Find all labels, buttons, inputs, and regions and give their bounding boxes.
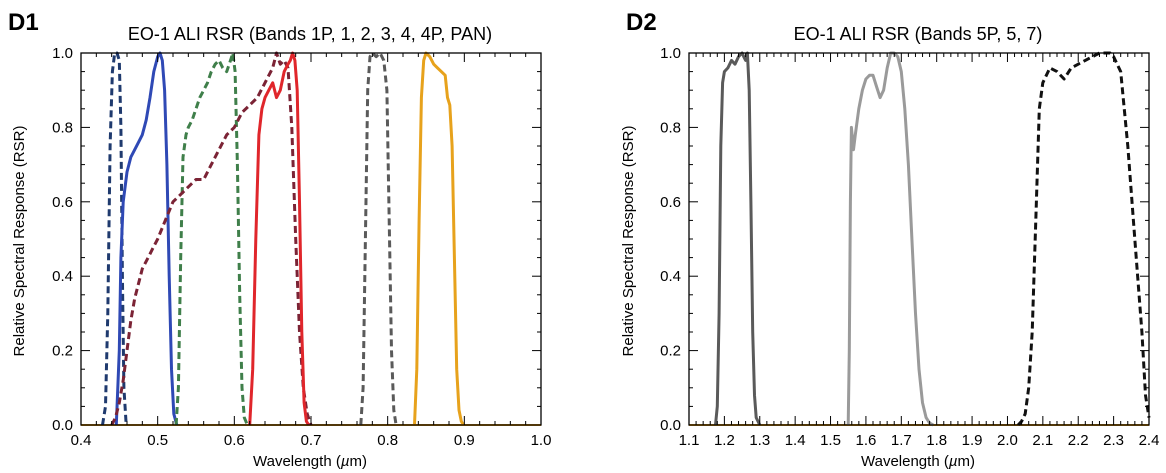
series-line-4 (110, 51, 313, 426)
x-tick-label: 1.1 (679, 432, 700, 449)
y-axis-title-d1: Relative Spectral Response (RSR) (11, 126, 28, 357)
y-tick-label: 0.6 (660, 194, 681, 211)
x-tick-label: 2.3 (1103, 432, 1124, 449)
x-tick-label: 2.1 (1032, 432, 1053, 449)
mu-symbol: µ (341, 453, 350, 470)
plot-area-d2: 1.1 1.2 1.3 1.4 1.5 1.6 1.7 1.8 1.9 2.0 2.1 2.2 2.3 2… (660, 45, 1159, 449)
y-tick-label: 0.4 (660, 268, 681, 285)
y-tick-label: 1.0 (52, 45, 73, 62)
series-line-3 (1017, 51, 1151, 427)
series-line-1 (714, 51, 762, 426)
series-line-5 (248, 51, 310, 426)
y-tick-label: 0.2 (660, 343, 681, 360)
panel-label-d2: D2 (626, 9, 657, 36)
x-tick-label: 1.9 (962, 432, 983, 449)
x-tick-label: 0.4 (71, 432, 92, 449)
y-axis-title-d2: Relative Spectral Response (RSR) (620, 126, 637, 357)
y-tick-label: 0.0 (660, 417, 681, 434)
panel-label-d1: D1 (8, 9, 39, 36)
chart-title-d2: EO-1 ALI RSR (Bands 5P, 5, 7) (794, 24, 1043, 44)
x-tick-label: 0.8 (377, 432, 398, 449)
x-tick-label: 0.5 (147, 432, 168, 449)
x-tick-label: 2.0 (997, 432, 1018, 449)
y-tick-label: 0.4 (52, 268, 73, 285)
x-axis-title-d2: Wavelength (µm) (861, 453, 975, 470)
x-tick-label: 1.2 (714, 432, 735, 449)
x-tick-label: 1.3 (749, 432, 770, 449)
y-tick-label: 0.2 (52, 343, 73, 360)
chart-title-d1: EO-1 ALI RSR (Bands 1P, 1, 2, 3, 4, 4P, … (128, 24, 492, 44)
series-line-2 (114, 51, 179, 426)
x-axis-title-d1: Wavelength (µm) (253, 453, 367, 470)
chart-panel-d1: D1 EO-1 ALI RSR (Bands 1P, 1, 2, 3, 4, 4… (8, 9, 551, 470)
x-tick-label: 1.6 (855, 432, 876, 449)
plot-frame (80, 52, 542, 426)
y-tick-label: 0.8 (52, 119, 73, 136)
series-line-3 (174, 51, 249, 426)
x-tick-label: 1.7 (891, 432, 912, 449)
x-tick-label: 1.5 (820, 432, 841, 449)
x-tick-label: 2.4 (1139, 432, 1160, 449)
x-tick-label: 0.9 (454, 432, 475, 449)
mu-symbol: µ (949, 453, 958, 470)
x-tick-label: 0.6 (224, 432, 245, 449)
x-tick-label: 2.2 (1068, 432, 1089, 449)
series-line-1 (101, 51, 128, 426)
y-tick-label: 0.0 (52, 417, 73, 434)
series-line-6 (359, 51, 398, 426)
series-line-2 (846, 51, 934, 427)
plot-area-d1: 0.4 0.5 0.6 0.7 0.8 0.9 1.0 0.0 0.2 0.4 0.6 0.8 1.0 (52, 45, 551, 449)
series-line-7 (413, 51, 465, 426)
x-tick-label: 0.7 (301, 432, 322, 449)
y-tick-label: 0.8 (660, 119, 681, 136)
x-tick-label: 1.4 (785, 432, 806, 449)
x-tick-label: 1.0 (531, 432, 552, 449)
x-tick-label: 1.8 (926, 432, 947, 449)
y-tick-label: 0.6 (52, 194, 73, 211)
chart-panel-d2: D2 EO-1 ALI RSR (Bands 5P, 5, 7) Relativ… (620, 9, 1159, 470)
y-tick-label: 1.0 (660, 45, 681, 62)
